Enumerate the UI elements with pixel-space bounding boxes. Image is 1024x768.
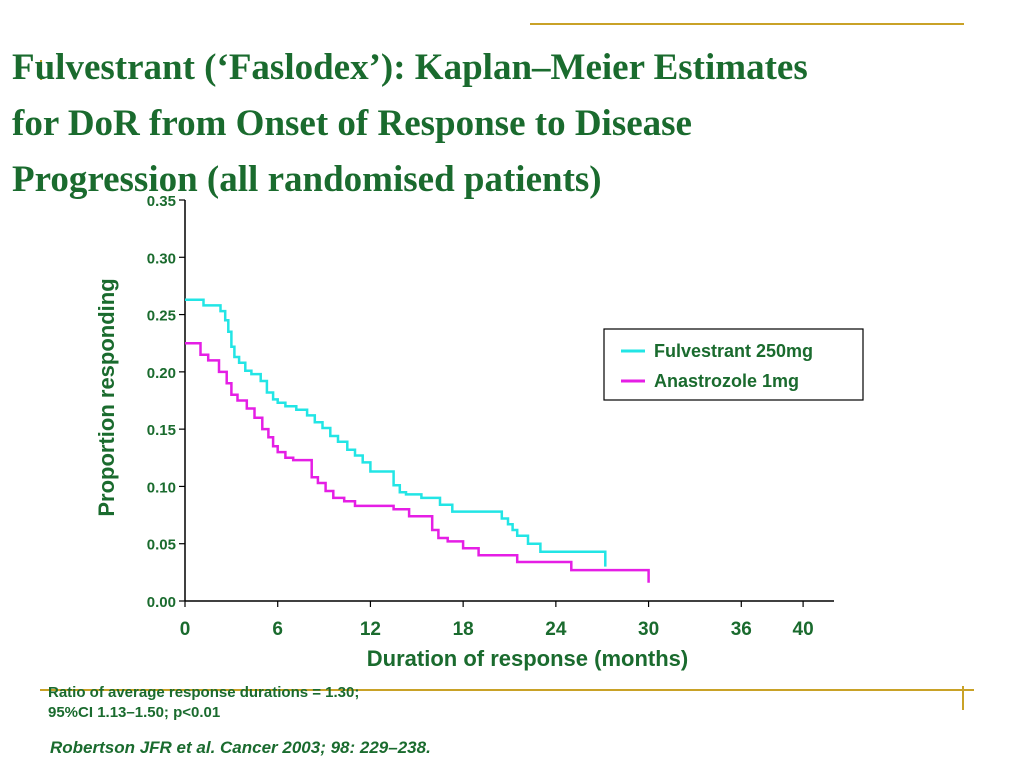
x-tick-label: 30 <box>638 619 659 640</box>
x-axis-label: Duration of response (months) <box>367 646 688 671</box>
x-tick-label: 18 <box>453 619 474 640</box>
legend-label: Anastrozole 1mg <box>654 371 799 391</box>
slide-title-line: for DoR from Onset of Response to Diseas… <box>12 103 692 144</box>
statistics-note-line: Ratio of average response durations = 1.… <box>48 684 360 701</box>
y-tick-label: 0.15 <box>147 422 176 439</box>
x-tick-label: 40 <box>793 619 814 640</box>
decorative-rule-bottom <box>40 689 974 691</box>
slide-title-line: Fulvestrant (‘Faslodex’): Kaplan–Meier E… <box>12 47 808 88</box>
y-tick-label: 0.10 <box>147 479 176 496</box>
statistics-note: Ratio of average response durations = 1.… <box>48 683 359 723</box>
slide-title: Fulvestrant (‘Faslodex’): Kaplan–Meier E… <box>12 40 1012 208</box>
y-tick-label: 0.35 <box>147 193 176 210</box>
y-axis-label: Proportion responding <box>94 278 119 516</box>
x-tick-label: 0 <box>180 619 191 640</box>
x-tick-label: 24 <box>545 619 567 640</box>
legend-box <box>603 328 864 401</box>
decorative-rule-top <box>530 23 964 25</box>
y-tick-label: 0.05 <box>147 537 176 554</box>
x-tick-label: 36 <box>731 619 752 640</box>
x-tick-label: 6 <box>272 619 283 640</box>
km-curve-fulvestrant <box>185 298 607 567</box>
citation-reference: Robertson JFR et al. Cancer 2003; 98: 22… <box>50 738 431 757</box>
y-tick-label: 0.30 <box>147 250 176 267</box>
legend-label: Fulvestrant 250mg <box>654 341 813 361</box>
statistics-note-line: 95%CI 1.13–1.50; p<0.01 <box>48 704 221 721</box>
y-tick-label: 0.00 <box>147 594 176 611</box>
y-tick-label: 0.20 <box>147 365 176 382</box>
km-curve-anastrozole <box>185 341 650 583</box>
slide-title-line: Progression (all randomised patients) <box>12 159 602 200</box>
decorative-rule-right <box>962 686 964 710</box>
decorative-rule-left <box>40 60 42 80</box>
y-tick-label: 0.25 <box>147 308 176 325</box>
x-tick-label: 12 <box>360 619 381 640</box>
